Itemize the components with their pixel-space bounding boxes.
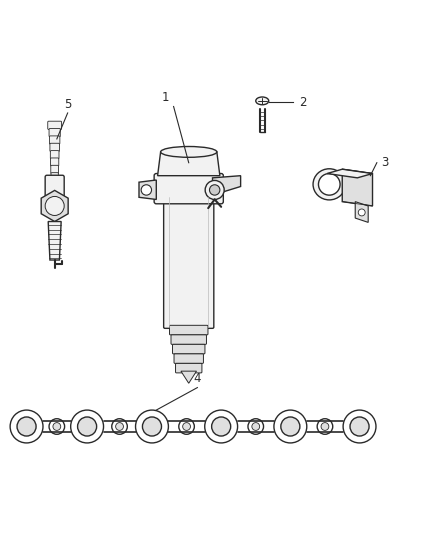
Circle shape [252,423,260,430]
Circle shape [49,419,65,434]
Circle shape [209,185,220,195]
Circle shape [212,417,231,436]
Circle shape [71,410,103,443]
Text: 5: 5 [64,98,71,111]
Polygon shape [158,152,220,176]
Circle shape [17,417,36,436]
FancyBboxPatch shape [49,136,60,144]
Ellipse shape [313,169,346,200]
Text: 3: 3 [381,156,389,169]
Polygon shape [181,371,197,383]
Polygon shape [327,169,372,178]
Polygon shape [212,176,240,195]
FancyBboxPatch shape [48,121,62,130]
FancyBboxPatch shape [51,165,59,174]
FancyBboxPatch shape [50,143,60,151]
Text: 1: 1 [161,91,169,104]
Circle shape [281,417,300,436]
Circle shape [350,417,369,436]
Circle shape [10,410,43,443]
Circle shape [116,423,124,430]
Circle shape [205,181,224,199]
Circle shape [142,417,162,436]
FancyBboxPatch shape [173,344,205,354]
Circle shape [205,410,237,443]
Circle shape [358,209,365,216]
Polygon shape [41,190,68,222]
Circle shape [318,174,340,195]
Ellipse shape [161,147,217,157]
FancyBboxPatch shape [170,325,208,335]
FancyBboxPatch shape [174,354,203,364]
Circle shape [112,419,127,434]
FancyBboxPatch shape [154,174,223,204]
Circle shape [78,417,97,436]
Circle shape [179,419,194,434]
Circle shape [343,410,376,443]
Circle shape [135,410,168,443]
Polygon shape [342,169,372,206]
Text: 4: 4 [194,373,201,385]
Polygon shape [355,201,368,222]
Circle shape [53,423,61,430]
FancyBboxPatch shape [171,335,206,344]
FancyBboxPatch shape [164,196,214,328]
Circle shape [141,185,152,195]
Circle shape [317,419,333,434]
FancyBboxPatch shape [50,151,59,159]
FancyBboxPatch shape [45,175,64,197]
Polygon shape [48,222,61,260]
FancyBboxPatch shape [176,364,202,373]
Circle shape [248,419,264,434]
Ellipse shape [256,97,269,105]
Circle shape [321,423,329,430]
FancyBboxPatch shape [49,128,60,137]
Circle shape [274,410,307,443]
Text: 2: 2 [299,95,307,109]
Circle shape [183,423,191,430]
FancyBboxPatch shape [50,158,59,166]
FancyBboxPatch shape [51,173,58,181]
Polygon shape [139,180,156,199]
Circle shape [45,197,64,215]
